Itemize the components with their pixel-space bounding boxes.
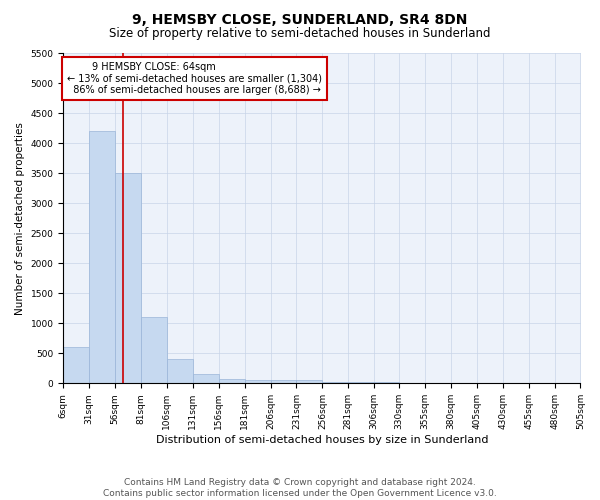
Bar	[63, 348, 89, 384]
Text: 9 HEMSBY CLOSE: 64sqm
← 13% of semi-detached houses are smaller (1,304)
  86% of: 9 HEMSBY CLOSE: 64sqm ← 13% of semi-deta…	[67, 62, 322, 95]
Bar	[399, 382, 425, 384]
Bar	[141, 318, 167, 384]
X-axis label: Distribution of semi-detached houses by size in Sunderland: Distribution of semi-detached houses by …	[155, 435, 488, 445]
Bar	[374, 382, 399, 384]
Y-axis label: Number of semi-detached properties: Number of semi-detached properties	[15, 122, 25, 315]
Bar	[115, 174, 141, 384]
Text: 9, HEMSBY CLOSE, SUNDERLAND, SR4 8DN: 9, HEMSBY CLOSE, SUNDERLAND, SR4 8DN	[133, 12, 467, 26]
Bar	[167, 360, 193, 384]
Bar	[322, 382, 349, 384]
Bar	[271, 380, 296, 384]
Text: Size of property relative to semi-detached houses in Sunderland: Size of property relative to semi-detach…	[109, 28, 491, 40]
Bar	[219, 379, 245, 384]
Bar	[89, 132, 115, 384]
Text: Contains HM Land Registry data © Crown copyright and database right 2024.
Contai: Contains HM Land Registry data © Crown c…	[103, 478, 497, 498]
Bar	[245, 380, 271, 384]
Bar	[193, 374, 219, 384]
Bar	[296, 380, 322, 384]
Bar	[349, 382, 374, 384]
